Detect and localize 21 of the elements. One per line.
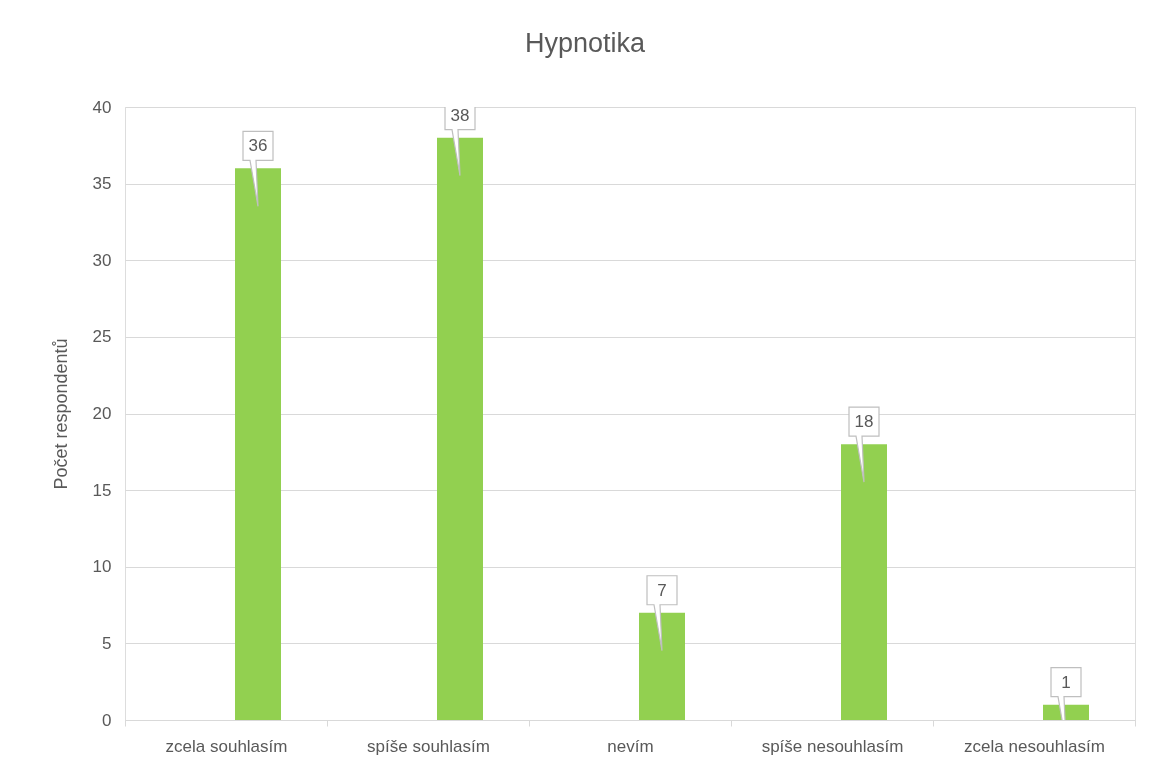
data-label: 1 <box>1061 672 1071 692</box>
y-tick-label: 0 <box>102 710 112 730</box>
y-tick-label: 10 <box>92 557 112 577</box>
y-axis-title: Počet respondentů <box>50 338 71 490</box>
x-tick-label: nevím <box>607 736 654 756</box>
y-tick-label: 40 <box>92 97 112 117</box>
x-tick-label: zcela souhlasím <box>165 736 288 756</box>
x-tick-label: zcela nesouhlasím <box>964 736 1105 756</box>
x-tick-label: spíše souhlasím <box>367 736 490 756</box>
x-tick-label: spíše nesouhlasím <box>761 736 904 756</box>
chart-title: Hypnotika <box>524 28 647 58</box>
y-tick-label: 15 <box>92 480 112 500</box>
y-tick-label: 20 <box>92 404 112 423</box>
y-tick-label: 5 <box>102 633 112 653</box>
data-label: 18 <box>854 412 874 432</box>
data-label: 7 <box>657 580 667 600</box>
y-tick-label: 35 <box>92 174 112 194</box>
y-tick-label: 30 <box>92 250 112 270</box>
y-tick-label: 25 <box>92 327 112 347</box>
data-label: 36 <box>248 136 268 156</box>
data-label: 38 <box>450 105 470 125</box>
